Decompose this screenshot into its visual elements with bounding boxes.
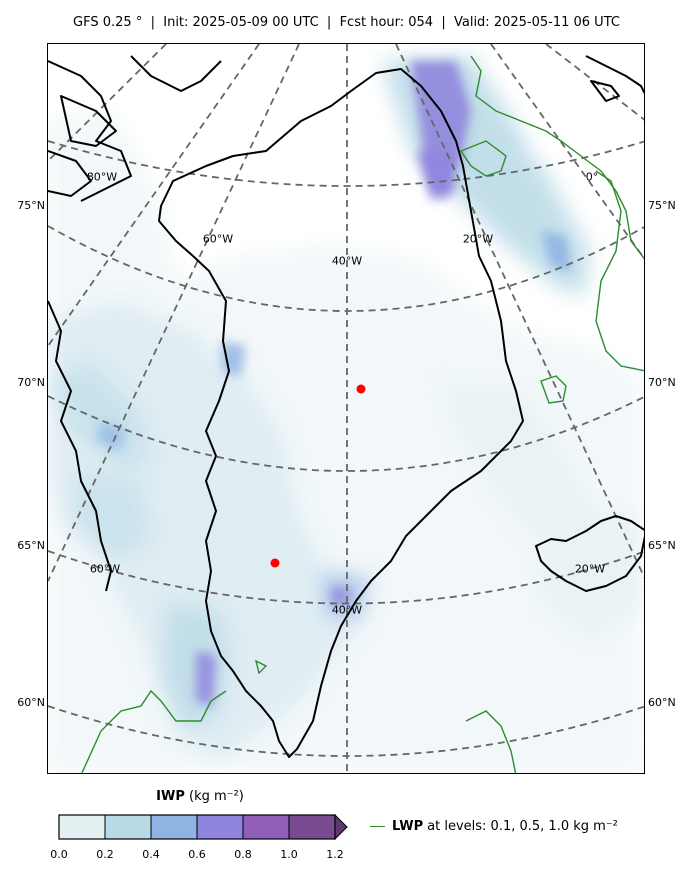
colorbar-segment <box>242 814 290 840</box>
colorbar-tick-label: 1.0 <box>280 848 298 861</box>
lat-label-70n-left: 70°N <box>17 376 45 389</box>
colorbar-units: (kg m⁻²) <box>189 789 244 804</box>
iwp-field <box>48 56 644 773</box>
lat-label-60n-left: 60°N <box>17 696 45 709</box>
colorbar-tick-label: 0.6 <box>188 848 206 861</box>
colorbar-segment <box>288 814 336 840</box>
lon-label-20w-top: 20°W <box>462 232 494 246</box>
colorbar-segment <box>150 814 198 840</box>
red-dot-north[interactable] <box>356 384 366 394</box>
map-panel[interactable]: 80°W 60°W 40°W 20°W 0° 60°W 40°W 20°W <box>47 43 645 774</box>
lwp-legend-variable: LWP <box>392 819 424 834</box>
lon-label-60w-top: 60°W <box>202 232 234 246</box>
graticule <box>48 44 644 773</box>
lwp-legend-text: at levels: 0.1, 0.5, 1.0 kg m⁻² <box>427 819 618 834</box>
colorbar-tick-label: 0.4 <box>142 848 160 861</box>
map-title: GFS 0.25 ° | Init: 2025-05-09 00 UTC | F… <box>73 15 620 30</box>
lon-label-0-top: 0° <box>585 170 599 184</box>
colorbar-tick-label: 0.0 <box>50 848 68 861</box>
lwp-contours <box>81 55 644 773</box>
lon-label-20w-bottom: 20°W <box>574 562 606 576</box>
colorbar-segment <box>196 814 244 840</box>
lon-label-40w-top: 40°W <box>331 254 363 268</box>
lon-label-60w-bottom: 60°W <box>89 562 121 576</box>
lat-label-65n-right: 65°N <box>648 539 676 552</box>
colorbar-border <box>58 814 336 840</box>
lat-label-60n-right: 60°N <box>648 696 676 709</box>
lwp-legend: LWP at levels: 0.1, 0.5, 1.0 kg m⁻² <box>370 819 618 834</box>
lon-label-80w-top: 80°W <box>86 170 118 184</box>
colorbar-segment <box>58 814 106 840</box>
lat-label-75n-left: 75°N <box>17 199 45 212</box>
colorbar-title: IWP (kg m⁻²) <box>120 789 280 804</box>
red-dot-south[interactable] <box>270 558 280 568</box>
lat-label-75n-right: 75°N <box>648 199 676 212</box>
lwp-legend-line <box>370 826 385 827</box>
colorbar-extend-arrow <box>334 814 348 841</box>
colorbar-tick-label: 1.2 <box>326 848 344 861</box>
lat-label-65n-left: 65°N <box>17 539 45 552</box>
colorbar-tick-label: 0.2 <box>96 848 114 861</box>
colorbar-tick-label: 0.8 <box>234 848 252 861</box>
lat-label-70n-right: 70°N <box>648 376 676 389</box>
colorbar-variable: IWP <box>156 789 185 804</box>
iwp-colorbar <box>58 814 348 841</box>
coastlines <box>48 55 644 758</box>
lon-label-40w-bottom: 40°W <box>331 603 363 617</box>
map-canvas <box>48 44 644 773</box>
colorbar-segment <box>104 814 152 840</box>
